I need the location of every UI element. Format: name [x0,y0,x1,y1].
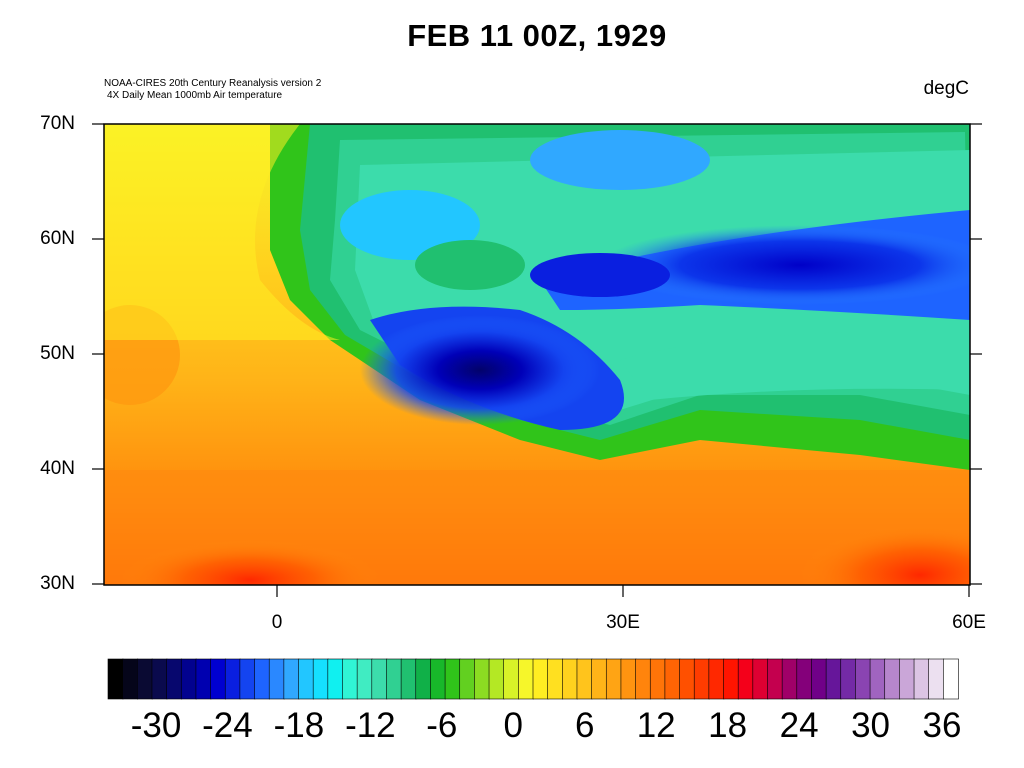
colorbar-swatch [928,658,945,700]
colorbar-swatch [342,658,358,700]
colorbar-swatch [767,658,783,700]
colorbar-swatch [884,658,901,700]
colorbar-swatch [180,658,197,700]
colorbar-swatch [752,658,769,700]
colorbar-swatch [371,658,388,700]
colorbar-swatch [415,658,432,700]
colorbar-swatch [855,658,871,700]
colorbar-swatch [723,658,739,700]
map-title: FEB 11 00Z, 1929 [407,18,667,53]
colorbar-swatch [298,658,314,700]
colorbar-swatch [503,658,520,700]
colorbar [107,658,959,700]
colorbar-tick-label: 18 [708,706,748,745]
colorbar-swatch [137,658,153,700]
colorbar-swatch [591,658,608,700]
lon-label-0: 0 [271,612,283,633]
colorbar-swatch [151,658,168,700]
colorbar-swatch [840,658,857,700]
colorbar-swatch [811,658,827,700]
colorbar-tick-label: 30 [851,706,890,745]
colorbar-swatch [459,658,476,700]
units-label: degC [923,78,969,99]
colorbar-swatch [166,658,183,700]
colorbar-swatch [693,658,710,700]
colorbar-swatch [532,658,549,700]
colorbar-swatch [254,658,271,700]
colorbar-swatch [210,658,227,700]
colorbar-swatch [312,658,329,700]
colorbar-tick-label: 6 [574,706,595,745]
colorbar-tick-label: 36 [922,706,962,745]
colorbar-swatch [562,658,578,700]
colorbar-swatch [107,658,124,700]
lon-ticks [276,585,970,597]
colorbar-swatch [796,658,813,700]
colorbar-swatch [649,658,666,700]
dataset-variable-line: 4X Daily Mean 1000mb Air temperature [107,90,283,101]
colorbar-swatch [737,658,754,700]
colorbar-tick-label: 0 [503,706,523,745]
colorbar-tick-label: -6 [426,706,458,745]
colorbar-swatch [239,658,256,700]
colorbar-swatch [122,658,139,700]
colorbar-swatch [430,658,446,700]
colorbar-swatch [576,658,593,700]
temperature-field [104,124,970,585]
colorbar-swatch [268,658,285,700]
colorbar-swatch [488,658,505,700]
colorbar-tick-label: -12 [345,706,396,745]
lat-ticks [92,123,982,585]
lon-label-60e: 60E [952,612,986,633]
dataset-source-line: NOAA-CIRES 20th Century Reanalysis versi… [104,78,322,89]
colorbar-swatch [708,658,725,700]
colorbar-swatch [825,658,842,700]
colorbar-swatch [635,658,652,700]
lat-label-50n: 50N [40,343,75,364]
colorbar-swatch [781,658,798,700]
colorbar-tick-label: 12 [636,706,676,745]
colorbar-swatch [283,658,300,700]
lon-label-30e: 30E [606,612,640,633]
colorbar-swatch [547,658,564,700]
colorbar-tick-label: -30 [130,706,182,745]
colorbar-swatch [444,658,461,700]
colorbar-swatch [899,658,915,700]
colorbar-swatch [943,658,959,700]
colorbar-swatch [356,658,373,700]
lat-label-60n: 60N [40,228,75,249]
lat-label-40n: 40N [40,458,75,479]
colorbar-swatch [679,658,696,700]
colorbar-swatch [605,658,622,700]
lat-label-30n: 30N [40,573,75,594]
colorbar-swatch [224,658,241,700]
colorbar-swatch [869,658,886,700]
colorbar-swatch [664,658,681,700]
colorbar-swatch [195,658,212,700]
colorbar-tick-label: -18 [273,706,325,745]
colorbar-tick-label: 24 [779,706,819,745]
colorbar-tick-label: -24 [202,706,253,745]
colorbar-swatch [327,658,344,700]
colorbar-swatch [620,658,637,700]
colorbar-swatch [400,658,417,700]
lat-label-70n: 70N [40,113,75,134]
colorbar-swatch [518,658,534,700]
colorbar-swatch [474,658,490,700]
colorbar-swatch [386,658,402,700]
colorbar-swatch [913,658,930,700]
